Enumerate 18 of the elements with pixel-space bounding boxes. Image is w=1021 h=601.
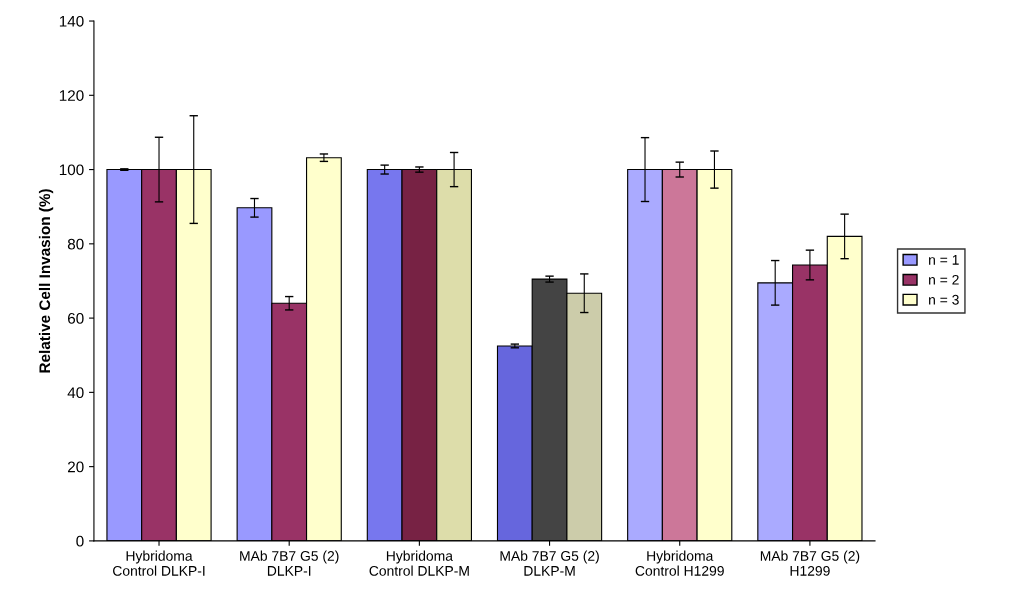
y-tick-label: 120 xyxy=(59,90,84,101)
y-tick-label: 0 xyxy=(76,535,84,547)
y-axis-title: Relative Cell Invasion (%) xyxy=(38,189,54,373)
x-tick-label: Hybridoma Control DLKP-M xyxy=(369,550,469,576)
x-tick-label: Hybridoma Control H1299 xyxy=(635,550,724,576)
y-tick-label: 100 xyxy=(59,164,84,176)
x-tick-label: MAb 7B7 G5 (2) DLKP-I xyxy=(240,550,339,576)
y-tick-label: 80 xyxy=(67,238,84,250)
legend-label: n = 3 xyxy=(929,294,959,305)
legend-label: n = 1 xyxy=(929,255,959,265)
y-tick-label: 140 xyxy=(59,15,84,27)
x-tick-label: MAb 7B7 G5 (2) H1299 xyxy=(760,550,860,576)
x-tick-label: MAb 7B7 G5 (2) DLKP-M xyxy=(500,550,599,576)
y-tick-label: 20 xyxy=(67,461,84,473)
x-tick-label: Hybridoma Control DLKP-I xyxy=(113,550,205,576)
y-tick-label: 60 xyxy=(67,312,84,324)
legend-label: n = 2 xyxy=(929,274,959,285)
y-tick-label: 40 xyxy=(67,387,84,399)
